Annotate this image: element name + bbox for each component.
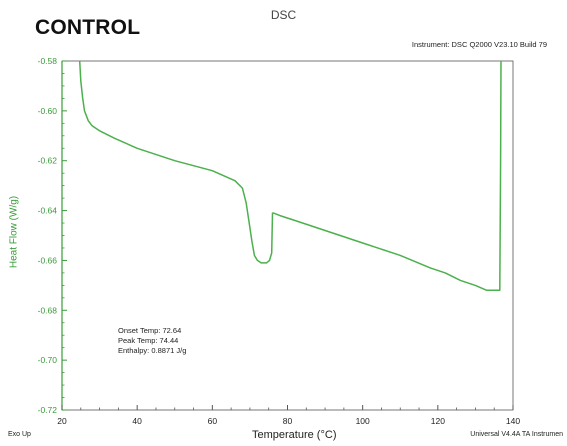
control-label: CONTROL <box>35 16 141 39</box>
chart-title: DSC <box>270 8 297 22</box>
y-tick-label: -0.64 <box>38 206 58 216</box>
x-tick-label: 100 <box>356 416 370 426</box>
x-tick-label: 140 <box>506 416 520 426</box>
y-tick-label: -0.72 <box>38 405 58 415</box>
y-tick-label: -0.62 <box>38 156 58 166</box>
x-tick-label: 80 <box>283 416 293 426</box>
software-version-label: Universal V4.4A TA Instrumen <box>470 431 563 438</box>
onset-temp-text: Onset Temp: 72.64 <box>118 326 182 335</box>
exo-up-label: Exo Up <box>8 431 31 438</box>
y-tick-label: -0.68 <box>38 305 58 315</box>
y-tick-label: -0.60 <box>38 106 58 116</box>
peak-annotation: Onset Temp: 72.64 Peak Temp: 74.44 Entha… <box>118 326 186 356</box>
x-tick-label: 60 <box>208 416 218 426</box>
instrument-info: Instrument: DSC Q2000 V23.10 Build 79 <box>411 40 547 49</box>
y-tick-label: -0.70 <box>38 355 58 365</box>
enthalpy-text: Enthalpy: 0.8871 J/g <box>118 346 187 355</box>
x-axis-label: Temperature (°C) <box>252 429 337 441</box>
y-tick-label: -0.58 <box>38 56 58 66</box>
peak-temp-text: Peak Temp: 74.44 <box>118 336 179 345</box>
axes-layer: -0.58 -0.60 -0.62 -0.64 -0.66 -0.68 -0.70 -0.72… <box>38 56 521 426</box>
y-axis-label: Heat Flow (W/g) <box>8 195 20 269</box>
x-tick-label: 120 <box>431 416 445 426</box>
heat-flow-curve <box>78 60 502 292</box>
x-tick-label: 40 <box>132 416 142 426</box>
x-tick-label: 20 <box>57 416 67 426</box>
curve-layer <box>78 60 502 292</box>
y-tick-label: -0.66 <box>38 255 58 265</box>
plot-frame <box>61 60 514 411</box>
